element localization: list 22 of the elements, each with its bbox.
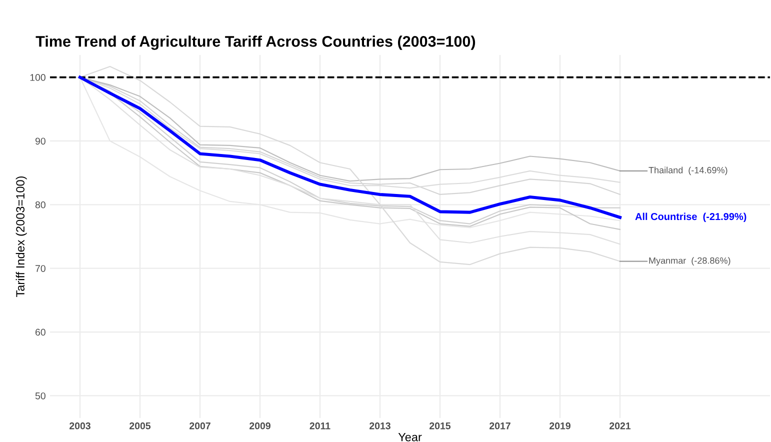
- y-axis-title: Tariff Index (2003=100): [16, 176, 27, 297]
- chart-title: Time Trend of Agriculture Tariff Across Countries (2003=100): [36, 36, 476, 50]
- y-tick-label: 80: [35, 201, 46, 208]
- x-tick-label: 2007: [190, 422, 210, 430]
- x-tick-label: 2009: [250, 422, 270, 430]
- x-tick-label: 2015: [430, 422, 451, 430]
- x-tick-label: 2021: [610, 422, 631, 430]
- series-label: All Countrise (-21.99%): [635, 212, 746, 222]
- y-tick-label: 100: [30, 74, 46, 81]
- x-axis-title: Year: [398, 433, 422, 442]
- x-tick-label: 2011: [310, 422, 330, 430]
- x-tick-label: 2019: [550, 422, 570, 430]
- x-tick-label: 2003: [70, 422, 90, 430]
- text: Thailand (-14.69%): [648, 166, 728, 176]
- x-tick-label: 2013: [370, 422, 390, 430]
- y-tick-label: 70: [36, 265, 46, 272]
- x-tick-label: 2017: [490, 422, 510, 430]
- y-tick-label: 60: [36, 328, 46, 336]
- y-tick-label: 50: [35, 392, 46, 400]
- x-tick-label: 2005: [130, 422, 151, 430]
- y-tick-label: 90: [35, 138, 46, 145]
- text: Myanmar (-28.86%): [649, 257, 730, 266]
